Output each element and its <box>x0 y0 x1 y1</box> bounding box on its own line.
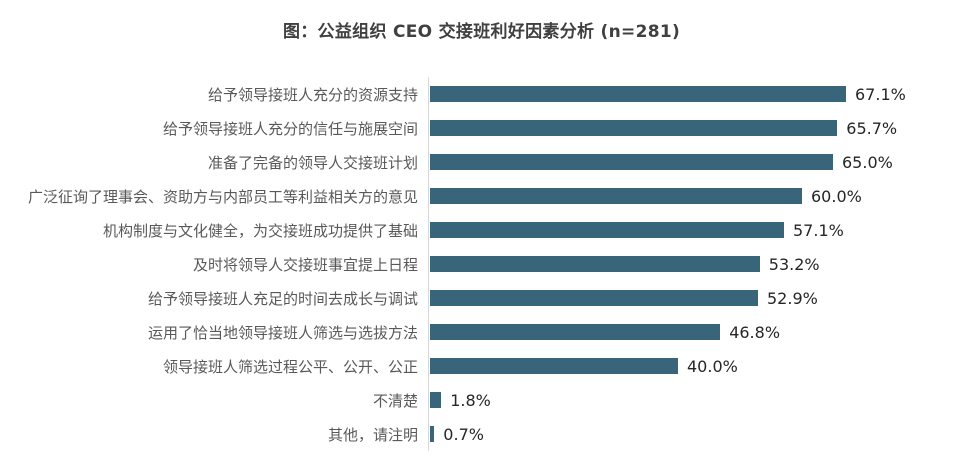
bar <box>430 154 833 170</box>
bar <box>430 256 760 272</box>
bar <box>430 86 846 102</box>
bar-area: 67.1% <box>428 77 963 111</box>
bar-rows: 给予领导接班人充分的资源支持 67.1% 给予领导接班人充分的信任与施展空间 6… <box>0 77 963 451</box>
category-label: 准备了完备的领导人交接班计划 <box>207 153 418 172</box>
bar-area: 60.0% <box>428 179 963 213</box>
value-label: 65.0% <box>842 152 893 172</box>
value-label: 1.8% <box>450 390 491 410</box>
category-label: 给予领导接班人充分的信任与施展空间 <box>162 119 418 138</box>
category-label: 广泛征询了理事会、资助方与内部员工等利益相关方的意见 <box>27 187 418 206</box>
chart-title: 图：公益组织 CEO 交接班利好因素分析 (n=281) <box>282 22 681 42</box>
bar-area: 0.7% <box>428 417 963 451</box>
bar <box>430 358 678 374</box>
value-label: 40.0% <box>687 356 738 376</box>
bar-row: 运用了恰当地领导接班人筛选与选拔方法 46.8% <box>0 315 963 349</box>
bar <box>430 120 838 136</box>
value-label: 65.7% <box>846 118 898 138</box>
bar <box>430 188 802 204</box>
bar-area: 52.9% <box>428 281 963 315</box>
category-label: 及时将领导人交接班事宜提上日程 <box>192 255 418 274</box>
bar <box>430 392 442 408</box>
value-label: 57.1% <box>793 220 844 240</box>
bar <box>430 222 784 238</box>
bar-area: 46.8% <box>428 315 963 349</box>
bar-row: 准备了完备的领导人交接班计划 65.0% <box>0 145 963 179</box>
bar-row: 机构制度与文化健全，为交接班成功提供了基础 57.1% <box>0 213 963 247</box>
bar <box>430 290 758 306</box>
bar-row: 不清楚 1.8% <box>0 383 963 417</box>
bar-row: 及时将领导人交接班事宜提上日程 53.2% <box>0 247 963 281</box>
category-label: 不清楚 <box>372 391 418 410</box>
category-label: 给予领导接班人充分的资源支持 <box>207 85 418 104</box>
bar-area: 65.7% <box>428 111 963 145</box>
category-label: 领导接班人筛选过程公平、公开、公正 <box>162 357 418 376</box>
bar-area: 53.2% <box>428 247 963 281</box>
value-label: 67.1% <box>855 84 906 104</box>
bar-row: 给予领导接班人充分的信任与施展空间 65.7% <box>0 111 963 145</box>
bar-area: 57.1% <box>428 213 963 247</box>
value-label: 52.9% <box>767 288 818 308</box>
bar-area: 40.0% <box>428 349 963 383</box>
value-label: 60.0% <box>811 186 862 206</box>
bar-row: 给予领导接班人充分的资源支持 67.1% <box>0 77 963 111</box>
bar-row: 广泛征询了理事会、资助方与内部员工等利益相关方的意见 60.0% <box>0 179 963 213</box>
category-label: 运用了恰当地领导接班人筛选与选拔方法 <box>147 323 418 342</box>
value-label: 0.7% <box>443 424 484 444</box>
bar-area: 1.8% <box>428 383 963 417</box>
bar-row: 领导接班人筛选过程公平、公开、公正 40.0% <box>0 349 963 383</box>
bar <box>430 426 435 442</box>
value-label: 46.8% <box>729 322 781 342</box>
bar-row: 给予领导接班人充足的时间去成长与调试 52.9% <box>0 281 963 315</box>
value-label: 53.2% <box>768 254 820 274</box>
bar-area: 65.0% <box>428 145 963 179</box>
bar-row: 其他，请注明 0.7% <box>0 417 963 451</box>
category-label: 机构制度与文化健全，为交接班成功提供了基础 <box>102 221 418 240</box>
category-label: 给予领导接班人充足的时间去成长与调试 <box>147 289 418 308</box>
category-label: 其他，请注明 <box>327 425 418 444</box>
bar <box>430 324 721 340</box>
